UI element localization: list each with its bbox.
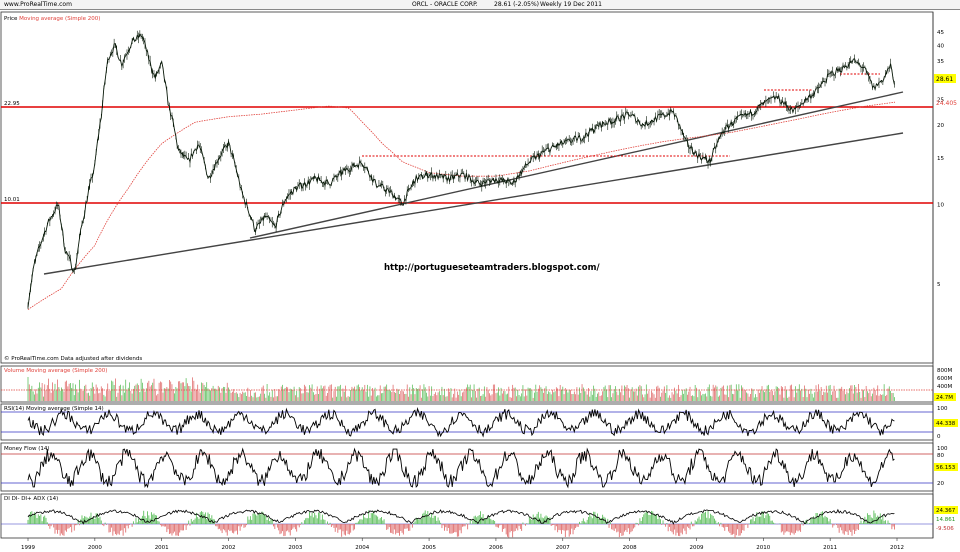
- x-tick-label: 2004: [355, 545, 369, 551]
- x-tick-label: 2009: [689, 545, 703, 551]
- x-axis-labels: 1999 2000 2001 2002 2003 2004 2005 2006 2007 2008…: [21, 538, 904, 551]
- footer-note: © ProRealTime.com Data adjusted after di…: [4, 355, 142, 362]
- x-tick-label: 2001: [155, 545, 169, 551]
- title-bar: www.ProRealTime.com ORCL - ORACLE CORP. …: [0, 0, 960, 10]
- x-tick-label: 2005: [422, 545, 436, 551]
- adx-value-label-2: 14.861: [936, 517, 955, 523]
- price-tick-label: 40: [937, 44, 944, 50]
- rsi-value-box: [934, 419, 958, 427]
- ma-value-label: 24.405: [936, 100, 957, 107]
- x-tick-label: 2000: [88, 545, 102, 551]
- adx-line: [27, 508, 895, 525]
- adx-value-label-1: 24.367: [936, 508, 956, 514]
- last-price-label: 28.61: [936, 76, 953, 83]
- mfi-panel-frame: [0, 442, 934, 492]
- price-tick-label: 15: [937, 156, 944, 162]
- trendline-long: [43, 132, 904, 275]
- dotted-levels: [362, 73, 880, 157]
- adx-legend: DI DI- DI+ ADX (14): [4, 496, 58, 502]
- resistance-lines: 22.95 10.01: [1, 101, 933, 204]
- x-tick-label: 2007: [556, 545, 570, 551]
- volume-axis-800m: 800M: [937, 368, 952, 374]
- adx-value-box-1: [934, 506, 958, 514]
- price-tick-label: 20: [937, 123, 944, 129]
- price-tick-label: 10: [937, 203, 944, 209]
- price-tick-labels: 51015202530354045: [937, 30, 944, 288]
- volume-bars: [27, 377, 895, 401]
- rsi-axis-0: 0: [937, 434, 941, 440]
- price-tick-label: 35: [937, 59, 944, 65]
- mfi-axis-20: 20: [937, 481, 944, 487]
- mfi-value-box: [934, 463, 958, 471]
- volume-axis-400m: 400M: [937, 384, 952, 390]
- mfi-line: [27, 447, 895, 489]
- rsi-legend: RSI(14) Moving average (Simple 14): [4, 406, 104, 412]
- price-tick-label: 5: [937, 282, 941, 288]
- volume-value-box: [934, 393, 956, 401]
- mfi-axis-100: 100: [937, 446, 948, 452]
- adx-value-label-3: -9.506: [936, 526, 954, 532]
- price-legend: Price Moving average (Simple 200): [4, 16, 100, 22]
- x-tick-label: 1999: [21, 545, 35, 551]
- last-price-box: [934, 74, 956, 83]
- watermark-url: http://portugueseteamtraders.blogspot.co…: [384, 263, 601, 273]
- resistance-label-lower: 10.01: [4, 197, 20, 203]
- chart-area: 51015202530354045 22.95 10.01 Price Movi…: [0, 11, 958, 551]
- x-tick-label: 2002: [222, 545, 236, 551]
- x-tick-label: 2010: [756, 545, 770, 551]
- site-name: www.ProRealTime.com: [4, 1, 72, 8]
- volume-value-label: 24.7M: [936, 395, 953, 401]
- rsi-axis-100: 100: [937, 406, 948, 412]
- volume-legend: Volume Moving average (Simple 200): [4, 368, 107, 374]
- rsi-panel-frame: [0, 403, 934, 441]
- price-panel-frame: [0, 11, 934, 364]
- rsi-value-label: 44.338: [936, 421, 956, 427]
- x-tick-label: 2011: [823, 545, 837, 551]
- moving-average-line: [27, 101, 896, 310]
- mfi-axis-80: 80: [937, 453, 944, 459]
- x-tick-label: 2012: [890, 545, 904, 551]
- price-line: [27, 32, 895, 308]
- rsi-line: [27, 406, 895, 438]
- price-legend-ma: Moving average (Simple 200): [19, 16, 100, 22]
- x-tick-label: 2006: [489, 545, 503, 551]
- mfi-value-label: 56.153: [936, 465, 956, 471]
- mfi-legend: Money Flow (14): [4, 446, 50, 452]
- trendlines: [43, 91, 904, 275]
- x-tick-label: 2008: [623, 545, 637, 551]
- trendline-steep: [249, 91, 904, 239]
- di-histogram: [27, 510, 895, 538]
- price-legend-price: Price: [4, 16, 18, 22]
- instrument-name: ORCL - ORACLE CORP.: [412, 1, 478, 8]
- last-change: 28.61 (-2.05%): [494, 1, 539, 8]
- resistance-label-upper: 22.95: [4, 101, 20, 107]
- x-tick-label: 2003: [288, 545, 302, 551]
- volume-axis-600m: 600M: [937, 376, 952, 382]
- price-tick-label: 25: [937, 97, 944, 103]
- period-label: Weekly 19 Dec 2011: [540, 1, 602, 8]
- price-tick-label: 45: [937, 30, 944, 36]
